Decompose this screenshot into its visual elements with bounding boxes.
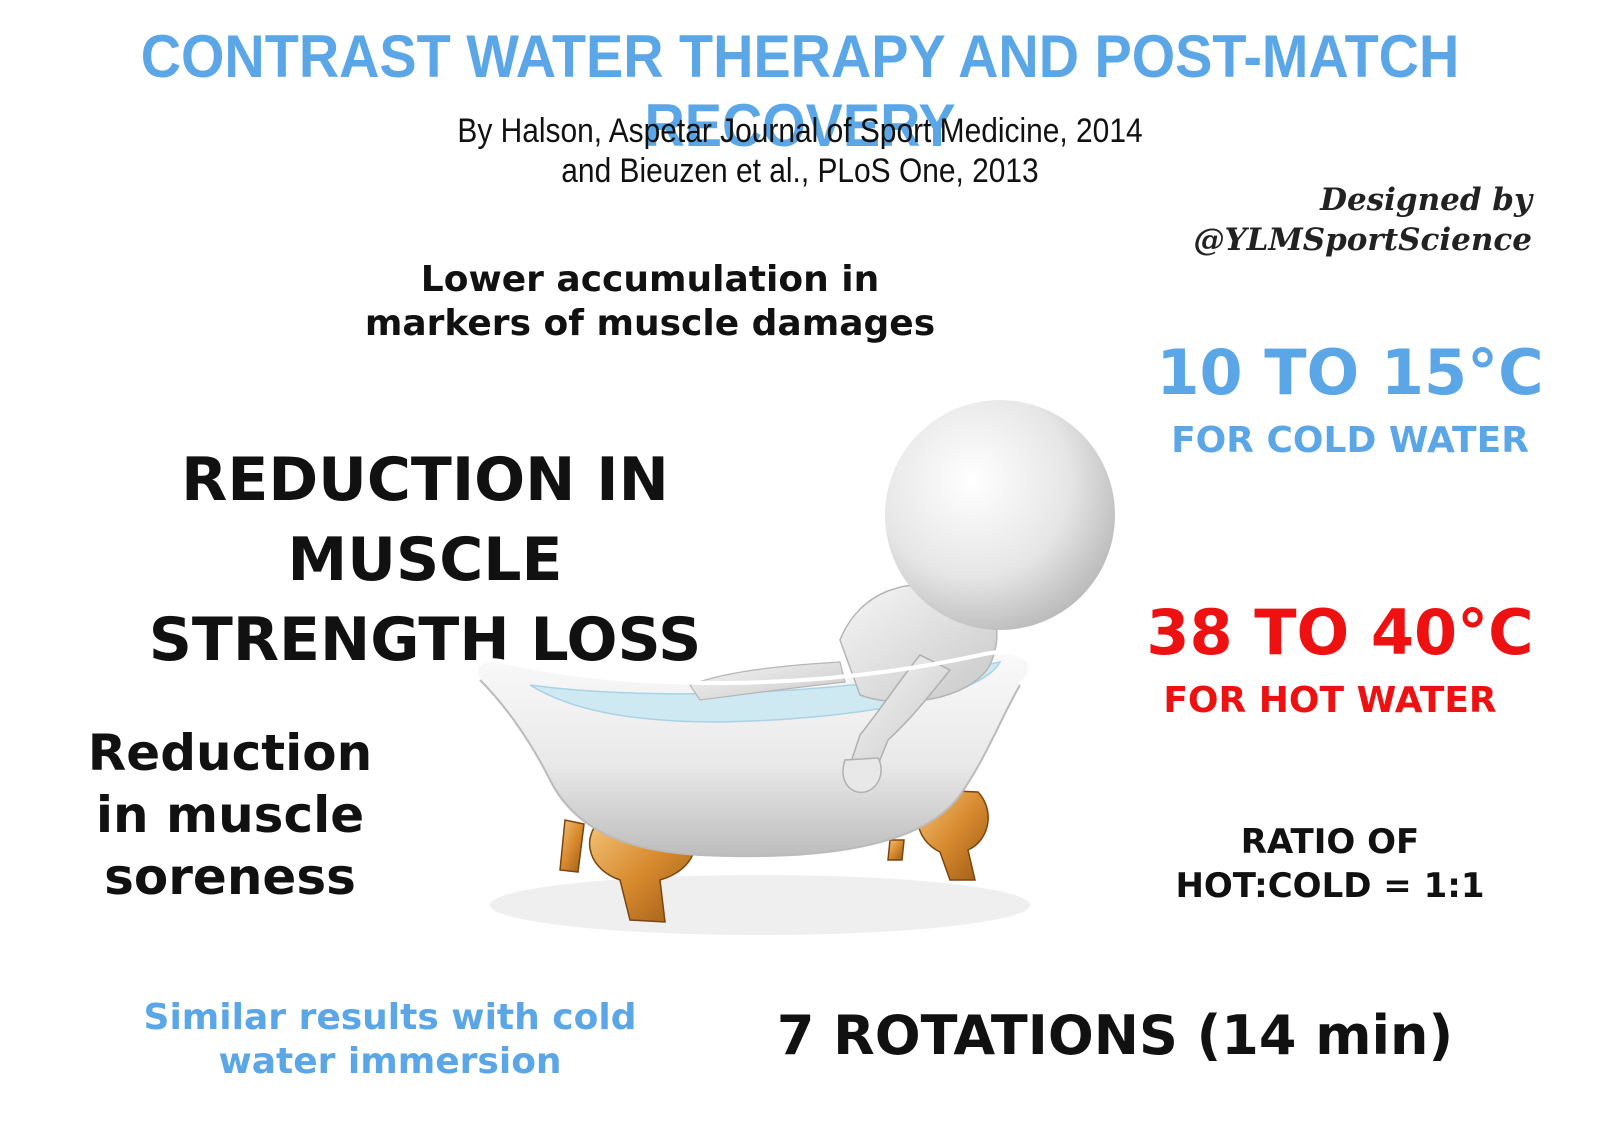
tub-rim bbox=[474, 650, 1032, 687]
damage-markers-line-2: markers of muscle damages bbox=[364, 303, 936, 344]
strength-loss-text: REDUCTION IN MUSCLE STRENGTH LOSS bbox=[40, 440, 810, 680]
page-title: CONTRAST WATER THERAPY AND POST-MATCH RE… bbox=[140, 23, 1460, 159]
credit-line-1: Designed by bbox=[1320, 182, 1532, 218]
credit-line-2: @YLMSportScience bbox=[1193, 222, 1532, 258]
ratio-line-2: HOT:COLD = 1:1 bbox=[1175, 866, 1485, 906]
bathtub-illustration bbox=[474, 400, 1115, 935]
damage-markers-line-1: Lower accumulation in bbox=[420, 259, 880, 300]
figure-head bbox=[885, 400, 1115, 630]
soreness-line-2: in muscle bbox=[95, 786, 365, 844]
back-right-foot bbox=[887, 839, 905, 861]
similar-results-line-2: water immersion bbox=[218, 1041, 562, 1082]
back-left-foot bbox=[559, 819, 585, 873]
floor-shadow bbox=[490, 875, 1030, 935]
soreness-line-3: soreness bbox=[104, 848, 356, 906]
hot-temperature: 38 TO 40°C bbox=[1146, 596, 1534, 669]
soreness-text: Reduction in muscle soreness bbox=[60, 722, 400, 908]
strength-loss-line-1: REDUCTION IN MUSCLE bbox=[181, 445, 669, 595]
similar-results-text: Similar results with cold water immersio… bbox=[90, 996, 690, 1084]
soreness-line-1: Reduction bbox=[87, 724, 373, 782]
ratio-line-1: RATIO OF bbox=[1240, 822, 1420, 862]
damage-markers-text: Lower accumulation in markers of muscle … bbox=[300, 258, 1000, 346]
rotations-text: 7 ROTATIONS (14 min) bbox=[776, 1004, 1454, 1067]
hot-water-label: FOR HOT WATER bbox=[1163, 680, 1497, 721]
citation-line-1: By Halson, Aspetar Journal of Sport Medi… bbox=[457, 112, 1143, 150]
cold-water-label: FOR COLD WATER bbox=[1171, 420, 1529, 461]
strength-loss-line-2: STRENGTH LOSS bbox=[148, 605, 702, 675]
cold-temperature: 10 TO 15°C bbox=[1156, 336, 1544, 409]
ratio-text: RATIO OF HOT:COLD = 1:1 bbox=[1160, 820, 1500, 908]
citation-line-2: and Bieuzen et al., PLoS One, 2013 bbox=[561, 152, 1039, 190]
figure-hand bbox=[842, 757, 882, 794]
similar-results-line-1: Similar results with cold bbox=[143, 997, 637, 1038]
